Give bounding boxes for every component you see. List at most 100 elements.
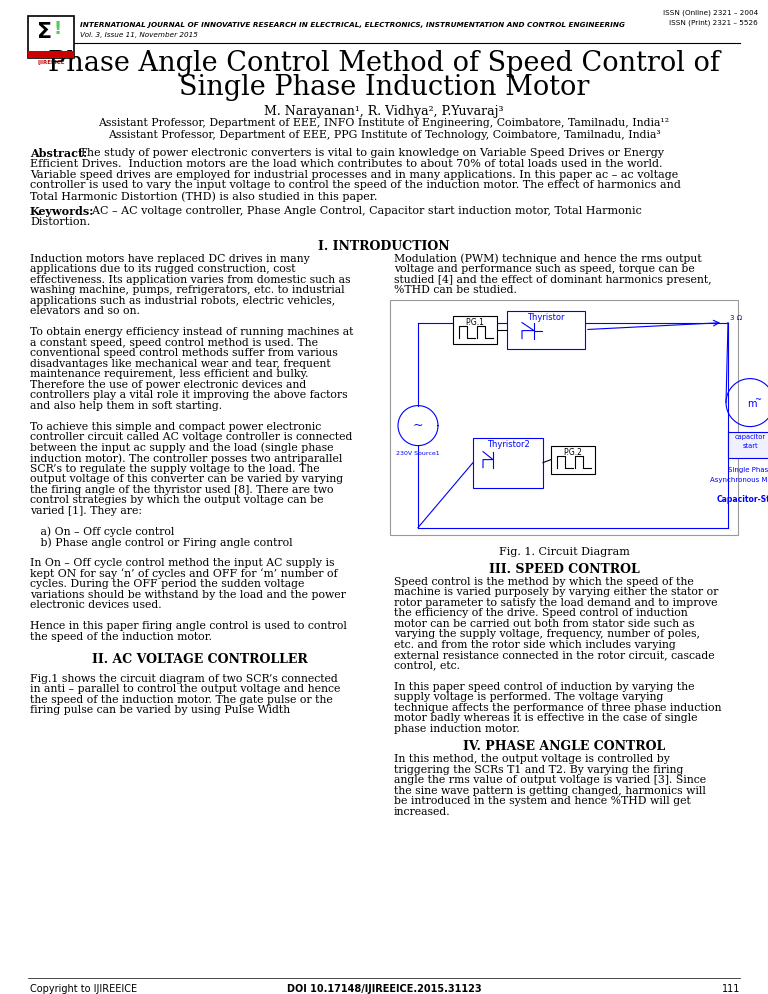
Text: To obtain energy efficiency instead of running machines at: To obtain energy efficiency instead of r… xyxy=(30,327,353,337)
Text: elevators and so on.: elevators and so on. xyxy=(30,306,140,316)
Text: Variable speed drives are employed for industrial processes and in many applicat: Variable speed drives are employed for i… xyxy=(30,170,678,180)
Text: induction motor). The controller posses two antriparallel: induction motor). The controller posses … xyxy=(30,453,343,463)
Text: The study of power electronic converters is vital to gain knowledge on Variable : The study of power electronic converters… xyxy=(76,148,664,158)
Text: voltage and performance such as speed, torque can be: voltage and performance such as speed, t… xyxy=(394,264,695,274)
Text: Modulation (PWM) technique and hence the rms output: Modulation (PWM) technique and hence the… xyxy=(394,253,702,264)
Text: In this method, the output voltage is controlled by: In this method, the output voltage is co… xyxy=(394,754,670,764)
Text: M. Narayanan¹, R. Vidhya², P.Yuvaraj³: M. Narayanan¹, R. Vidhya², P.Yuvaraj³ xyxy=(264,105,504,118)
FancyBboxPatch shape xyxy=(390,299,738,535)
Text: Hence in this paper firing angle control is used to control: Hence in this paper firing angle control… xyxy=(30,621,347,631)
Text: the speed of the induction motor.: the speed of the induction motor. xyxy=(30,631,212,641)
Text: I. INTRODUCTION: I. INTRODUCTION xyxy=(318,240,450,252)
Text: ISSN (Print) 2321 – 5526: ISSN (Print) 2321 – 5526 xyxy=(669,19,758,26)
Text: Efficient Drives.  Induction motors are the load which contributes to about 70% : Efficient Drives. Induction motors are t… xyxy=(30,159,663,169)
Text: triggering the SCRs T1 and T2. By varying the firing: triggering the SCRs T1 and T2. By varyin… xyxy=(394,764,684,774)
Text: be introduced in the system and hence %THD will get: be introduced in the system and hence %T… xyxy=(394,796,690,806)
Text: 3 Ω: 3 Ω xyxy=(730,314,742,321)
Text: Keywords:: Keywords: xyxy=(30,206,94,217)
Text: firing pulse can be varied by using Pulse Width: firing pulse can be varied by using Puls… xyxy=(30,705,290,715)
FancyBboxPatch shape xyxy=(551,445,595,473)
FancyBboxPatch shape xyxy=(728,431,768,457)
Text: variations should be withstand by the load and the power: variations should be withstand by the lo… xyxy=(30,589,346,599)
Text: Phase Angle Control Method of Speed Control of: Phase Angle Control Method of Speed Cont… xyxy=(48,50,720,77)
Text: start: start xyxy=(742,442,758,448)
Text: %THD can be studied.: %THD can be studied. xyxy=(394,285,517,295)
Text: electronic devices used.: electronic devices used. xyxy=(30,600,161,610)
FancyBboxPatch shape xyxy=(28,16,74,58)
Text: the efficiency of the drive. Speed control of induction: the efficiency of the drive. Speed contr… xyxy=(394,608,688,618)
Text: motor can be carried out both from stator side such as: motor can be carried out both from stato… xyxy=(394,618,694,628)
Text: in anti – parallel to control the output voltage and hence: in anti – parallel to control the output… xyxy=(30,684,340,694)
Text: Asynchronous Machine: Asynchronous Machine xyxy=(710,476,768,483)
Text: Copyright to IJIREEICE: Copyright to IJIREEICE xyxy=(30,984,137,994)
Text: control strategies by which the output voltage can be: control strategies by which the output v… xyxy=(30,495,323,505)
FancyBboxPatch shape xyxy=(473,437,543,488)
Text: external resistance connected in the rotor circuit, cascade: external resistance connected in the rot… xyxy=(394,650,715,660)
Text: phase induction motor.: phase induction motor. xyxy=(394,724,520,734)
Text: maintenance requirement, less efficient and bulky.: maintenance requirement, less efficient … xyxy=(30,369,309,379)
Text: a) On – Off cycle control: a) On – Off cycle control xyxy=(30,527,174,537)
Text: To achieve this simple and compact power electronic: To achieve this simple and compact power… xyxy=(30,421,321,431)
FancyBboxPatch shape xyxy=(507,310,585,349)
Text: Single Phase Induction Motor: Single Phase Induction Motor xyxy=(179,74,589,101)
Text: varied [1]. They are:: varied [1]. They are: xyxy=(30,506,142,516)
Text: In this paper speed control of induction by varying the: In this paper speed control of induction… xyxy=(394,682,694,692)
Text: !: ! xyxy=(53,20,61,38)
Text: controller circuit called AC voltage controller is connected: controller circuit called AC voltage con… xyxy=(30,432,353,442)
Text: controllers play a vital role it improving the above factors: controllers play a vital role it improvi… xyxy=(30,390,348,401)
Text: machine is varied purposely by varying either the stator or: machine is varied purposely by varying e… xyxy=(394,587,718,597)
Text: Induction motors have replaced DC drives in many: Induction motors have replaced DC drives… xyxy=(30,253,310,263)
Text: In On – Off cycle control method the input AC supply is: In On – Off cycle control method the inp… xyxy=(30,558,335,569)
Text: Assistant Professor, Department of EEE, PPG Institute of Technology, Coimbatore,: Assistant Professor, Department of EEE, … xyxy=(108,130,660,140)
Text: Fig.1 shows the circuit diagram of two SCR’s connected: Fig.1 shows the circuit diagram of two S… xyxy=(30,674,338,684)
Text: the speed of the induction motor. The gate pulse or the: the speed of the induction motor. The ga… xyxy=(30,695,333,705)
Text: m: m xyxy=(747,399,756,409)
Text: kept ON for say ‘n’ of cycles and OFF for ‘m’ number of: kept ON for say ‘n’ of cycles and OFF fo… xyxy=(30,569,338,580)
Text: technique affects the performance of three phase induction: technique affects the performance of thr… xyxy=(394,703,721,713)
Text: Capacitor-Start: Capacitor-Start xyxy=(717,495,768,504)
Text: cycles. During the OFF period the sudden voltage: cycles. During the OFF period the sudden… xyxy=(30,580,304,589)
Text: Therefore the use of power electronic devices and: Therefore the use of power electronic de… xyxy=(30,380,306,390)
Text: the firing angle of the thyristor used [8]. There are two: the firing angle of the thyristor used [… xyxy=(30,485,333,495)
Text: AC – AC voltage controller, Phase Angle Control, Capacitor start induction motor: AC – AC voltage controller, Phase Angle … xyxy=(85,206,642,216)
Text: 230V Source1: 230V Source1 xyxy=(396,450,440,455)
Text: P.G.2: P.G.2 xyxy=(564,447,582,456)
Text: IV. PHASE ANGLE CONTROL: IV. PHASE ANGLE CONTROL xyxy=(463,741,665,753)
Text: Single Phase: Single Phase xyxy=(728,466,768,472)
Text: increased.: increased. xyxy=(394,806,451,817)
Text: Fig. 1. Circuit Diagram: Fig. 1. Circuit Diagram xyxy=(498,547,630,557)
Text: etc. and from the rotor side which includes varying: etc. and from the rotor side which inclu… xyxy=(394,639,676,650)
Text: and also help them in soft starting.: and also help them in soft starting. xyxy=(30,401,222,411)
Text: SCR’s to regulate the supply voltage to the load. The: SCR’s to regulate the supply voltage to … xyxy=(30,463,319,473)
Text: washing machine, pumps, refrigerators, etc. to industrial: washing machine, pumps, refrigerators, e… xyxy=(30,285,345,295)
Text: supply voltage is performed. The voltage varying: supply voltage is performed. The voltage… xyxy=(394,692,664,702)
Text: INTERNATIONAL JOURNAL OF INNOVATIVE RESEARCH IN ELECTRICAL, ELECTRONICS, INSTRUM: INTERNATIONAL JOURNAL OF INNOVATIVE RESE… xyxy=(80,22,625,28)
Text: control, etc.: control, etc. xyxy=(394,661,460,671)
Text: Total Harmonic Distortion (THD) is also studied in this paper.: Total Harmonic Distortion (THD) is also … xyxy=(30,191,377,202)
Text: controller is used to vary the input voltage to control the speed of the inducti: controller is used to vary the input vol… xyxy=(30,180,681,191)
Text: 111: 111 xyxy=(722,984,740,994)
Text: ISSN (Online) 2321 – 2004: ISSN (Online) 2321 – 2004 xyxy=(663,10,758,17)
Text: angle the rms value of output voltage is varied [3]. Since: angle the rms value of output voltage is… xyxy=(394,775,706,785)
Text: varying the supply voltage, frequency, number of poles,: varying the supply voltage, frequency, n… xyxy=(394,629,700,639)
Text: Thyristor2: Thyristor2 xyxy=(487,439,529,448)
Text: conventional speed control methods suffer from various: conventional speed control methods suffe… xyxy=(30,348,338,358)
Text: Vol. 3, Issue 11, November 2015: Vol. 3, Issue 11, November 2015 xyxy=(80,32,198,38)
Text: ~: ~ xyxy=(754,395,762,404)
Text: effectiveness. Its application varies from domestic such as: effectiveness. Its application varies fr… xyxy=(30,274,350,284)
Text: the sine wave pattern is getting changed, harmonics will: the sine wave pattern is getting changed… xyxy=(394,785,706,795)
Text: motor badly whereas it is effective in the case of single: motor badly whereas it is effective in t… xyxy=(394,713,697,723)
Text: output voltage of this converter can be varied by varying: output voltage of this converter can be … xyxy=(30,474,343,484)
Text: between the input ac supply and the load (single phase: between the input ac supply and the load… xyxy=(30,442,333,453)
Text: III. SPEED CONTROL: III. SPEED CONTROL xyxy=(488,563,640,576)
Text: studied [4] and the effect of dominant harmonics present,: studied [4] and the effect of dominant h… xyxy=(394,274,712,284)
Text: ~: ~ xyxy=(412,419,423,432)
Text: Distortion.: Distortion. xyxy=(30,217,91,227)
FancyBboxPatch shape xyxy=(453,316,497,344)
Text: applications due to its rugged construction, cost: applications due to its rugged construct… xyxy=(30,264,296,274)
Text: P.G.1: P.G.1 xyxy=(465,318,485,327)
Text: Abstract:: Abstract: xyxy=(30,148,87,159)
Text: Speed control is the method by which the speed of the: Speed control is the method by which the… xyxy=(394,577,694,586)
Text: b) Phase angle control or Firing angle control: b) Phase angle control or Firing angle c… xyxy=(30,537,293,548)
Text: Assistant Professor, Department of EEE, INFO Institute of Engineering, Coimbator: Assistant Professor, Department of EEE, … xyxy=(98,118,670,128)
